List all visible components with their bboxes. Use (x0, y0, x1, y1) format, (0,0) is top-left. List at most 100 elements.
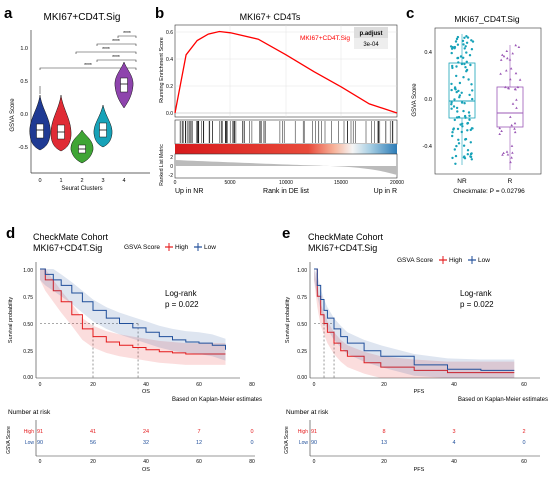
panel-e-note: Based on Kaplan-Meier estimates (458, 397, 548, 403)
point-NR (465, 35, 468, 38)
point-NR (461, 39, 465, 43)
panel-e-xtick: 20 (381, 382, 387, 388)
panel-a-sig: **** (123, 31, 131, 37)
point-NR (470, 39, 473, 42)
point-NR (471, 40, 475, 43)
panel-a-ytick: 1.0 (20, 46, 28, 52)
panel-e-title1: CheckMate Cohort (308, 232, 384, 242)
point-NR (467, 111, 471, 114)
panel-e-legend-title: GSVA Score (397, 257, 433, 264)
panel-e-risk-xlabel: PFS (414, 467, 425, 473)
point-R (515, 98, 518, 101)
panel-c-xtick: R (508, 178, 513, 185)
panel-c-ytick: 0.4 (424, 50, 432, 56)
point-NR (462, 76, 465, 79)
point-R (500, 129, 503, 132)
panel-d-xtick: 20 (90, 382, 96, 388)
panel-b-ylabel-top: Running Enrichment Score (159, 37, 165, 103)
point-NR (454, 154, 458, 158)
padj-header: p.adjust (359, 31, 382, 37)
point-R (501, 53, 504, 56)
panel-e-risk-xtick: 0 (313, 459, 316, 465)
panel-e-xtick: 0 (313, 382, 316, 388)
point-NR (464, 116, 467, 119)
panel-d-risk-xtick: 40 (143, 459, 149, 465)
point-NR (450, 101, 453, 104)
point-NR (469, 141, 472, 144)
panel-b-right-label: Up in R (374, 188, 397, 195)
panel-b-ytick-bottom: 2 (170, 155, 173, 161)
km-band-high (40, 269, 226, 365)
panel-d-risk-low-label: Low (25, 440, 35, 446)
point-NR (460, 62, 464, 66)
panel-b-ytick-bottom: 0 (170, 164, 173, 170)
point-R (511, 52, 514, 55)
point-NR (466, 153, 469, 156)
panel-e-xlabel: PFS (414, 389, 425, 395)
point-NR (465, 70, 468, 73)
point-R (513, 130, 517, 134)
violin-cluster-3 (93, 104, 113, 148)
panel-b-left-label: Up in NR (175, 188, 203, 195)
point-NR (463, 47, 466, 50)
panel-a-sig: **** (102, 47, 110, 53)
gene-hit-ticks (179, 121, 394, 143)
point-R (499, 58, 503, 61)
point-NR (465, 60, 468, 63)
point-NR (453, 87, 457, 90)
ranked-metric-area (175, 160, 397, 175)
point-NR (465, 51, 468, 54)
violin-cluster-0 (29, 86, 51, 151)
panel-b-xtick: 15000 (334, 180, 348, 186)
point-NR (462, 43, 465, 46)
point-NR (468, 54, 472, 57)
point-NR (455, 116, 459, 119)
panel-a-sig-brackets (39, 35, 137, 70)
point-R (505, 49, 509, 52)
panel-d-km-curves (40, 268, 226, 378)
panel-e-xtick: 40 (451, 382, 457, 388)
panel-c-ylabel: GSVA Score (412, 83, 418, 117)
panel-d-note: Based on Kaplan-Meier estimates (172, 397, 262, 403)
panel-d-ytick: 0.50 (23, 322, 33, 328)
panel-d: d CheckMate Cohort MKI67+CD4T.Sig GSVA S… (6, 225, 262, 473)
panel-b-hits-frame (174, 119, 398, 145)
point-NR (450, 107, 453, 110)
risk-cell: 7 (197, 429, 200, 435)
running-enrichment-line (174, 30, 398, 114)
panel-b-ytick: 0.6 (166, 30, 173, 36)
point-R (515, 106, 518, 109)
point-NR (451, 64, 454, 68)
point-NR (460, 101, 464, 104)
panel-e-xtick: 60 (521, 382, 527, 388)
panel-a-xtick: 0 (38, 178, 41, 184)
panel-b-ytick: 0.0 (166, 111, 173, 117)
risk-cell: 41 (90, 429, 96, 435)
panel-e-legend-high: High (449, 257, 463, 264)
violin-cluster-1 (50, 94, 72, 152)
panel-d-legend-title: GSVA Score (124, 244, 160, 251)
panel-e-risk-ylabel: GSVA Score (284, 426, 290, 454)
panel-e-ytick: 0.50 (297, 322, 307, 328)
panel-a-xtick: 2 (80, 178, 83, 184)
risk-cell: 24 (143, 429, 149, 435)
panel-b-xtick: 20000 (390, 180, 404, 186)
panel-c-footnote: Checkmate: P = 0.02796 (453, 188, 525, 195)
panel-d-stat1: Log-rank (165, 289, 198, 298)
risk-cell: 91 (311, 429, 317, 435)
point-NR (462, 109, 465, 113)
panel-e-ylabel: Survival probability (285, 297, 291, 343)
panel-a-xtick: 1 (59, 178, 62, 184)
panel-c-letter: c (406, 5, 414, 22)
km-curve-high (314, 268, 515, 374)
panel-a-xtick: 4 (122, 178, 125, 184)
km-band-high (314, 269, 515, 378)
point-NR (450, 82, 453, 86)
panel-d-risk-xlabel: OS (142, 467, 150, 473)
point-R (511, 151, 514, 154)
point-R (505, 150, 509, 153)
risk-cell: 3 (452, 429, 455, 435)
point-NR (458, 81, 462, 85)
point-NR (468, 114, 471, 118)
